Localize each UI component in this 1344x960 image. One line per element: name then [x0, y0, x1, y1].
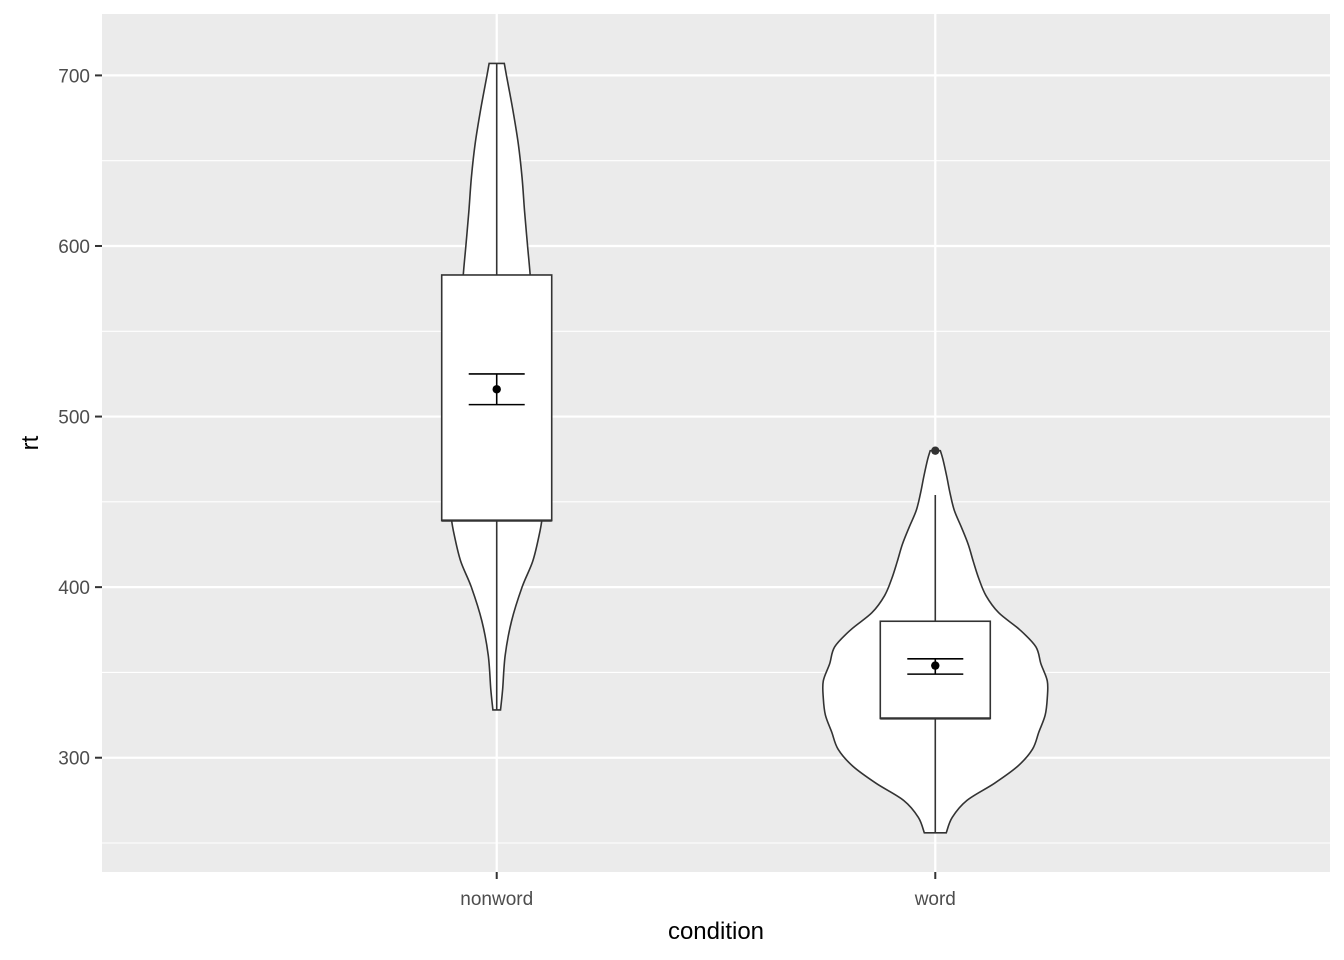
x-axis: nonword word [460, 872, 956, 910]
mean-point-word [931, 661, 940, 670]
y-tick-label: 400 [58, 578, 90, 599]
plot-panel [102, 14, 1330, 872]
y-tick-label: 600 [58, 237, 90, 258]
y-tick-label: 300 [58, 749, 90, 770]
x-tick-label: word [914, 889, 956, 910]
outlier-point-word [931, 446, 940, 455]
y-tick-label: 500 [58, 408, 90, 429]
x-axis-title: condition [668, 918, 764, 945]
violin-group-word [821, 446, 1049, 834]
x-tick-label: nonword [460, 889, 533, 910]
violin-group-nonword [440, 62, 553, 711]
y-axis-title: rt [17, 435, 44, 450]
y-tick-label: 700 [58, 66, 90, 87]
mean-point-nonword [492, 385, 501, 394]
y-axis: 300 400 500 600 700 [58, 66, 102, 770]
minor-gridlines [102, 160, 1330, 844]
violin-marks [440, 62, 1049, 834]
